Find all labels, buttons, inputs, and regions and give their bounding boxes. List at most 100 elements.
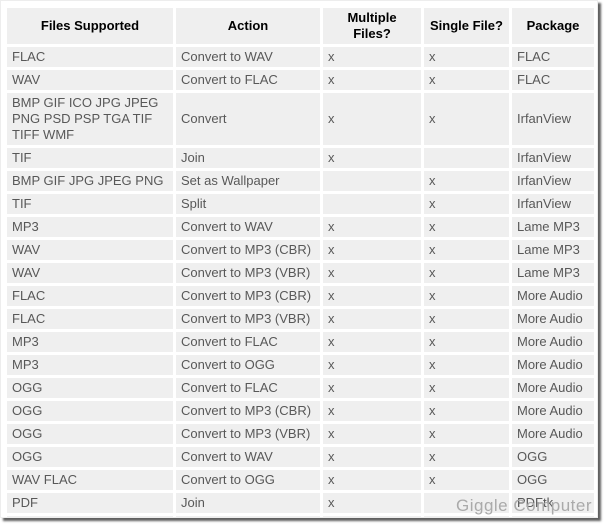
cell-multiple: x (323, 470, 421, 490)
table-row: FLAC Convert to WAV x x FLAC (7, 47, 594, 67)
cell-multiple: x (323, 332, 421, 352)
cell-multiple (323, 194, 421, 214)
cell-package: More Audio (512, 309, 594, 329)
cell-multiple: x (323, 447, 421, 467)
cell-action: Convert to MP3 (VBR) (176, 309, 320, 329)
table-row: BMP GIF ICO JPG JPEG PNG PSD PSP TGA TIF… (7, 93, 594, 145)
cell-multiple: x (323, 217, 421, 237)
cell-package: OGG (512, 447, 594, 467)
cell-multiple: x (323, 286, 421, 306)
cell-files: MP3 (7, 332, 173, 352)
table-row: BMP GIF JPG JPEG PNG Set as Wallpaper x Irf… (7, 171, 594, 191)
cell-multiple: x (323, 355, 421, 375)
cell-single (424, 148, 509, 168)
column-header-single: Single File? (424, 8, 509, 44)
cell-single: x (424, 240, 509, 260)
header-row: Files Supported Action Multiple Files? Sing… (7, 8, 594, 44)
cell-files: BMP GIF ICO JPG JPEG PNG PSD PSP TGA TIF… (7, 93, 173, 145)
cell-single: x (424, 286, 509, 306)
cell-single: x (424, 47, 509, 67)
cell-files: FLAC (7, 286, 173, 306)
table-row: OGG Convert to WAV x x OGG (7, 447, 594, 467)
cell-single: x (424, 217, 509, 237)
cell-package: Lame MP3 (512, 263, 594, 283)
cell-action: Join (176, 493, 320, 513)
cell-package: Lame MP3 (512, 240, 594, 260)
table-row: PDF Join x PDFtk (7, 493, 594, 513)
cell-single: x (424, 447, 509, 467)
screenshot-frame: Files Supported Action Multiple Files? Sing… (0, 0, 598, 518)
cell-files: OGG (7, 447, 173, 467)
column-header-package: Package (512, 8, 594, 44)
cell-package: IrfanView (512, 148, 594, 168)
cell-files: OGG (7, 401, 173, 421)
table-row: MP3 Convert to WAV x x Lame MP3 (7, 217, 594, 237)
cell-multiple: x (323, 378, 421, 398)
cell-action: Convert to FLAC (176, 332, 320, 352)
cell-action: Convert to MP3 (CBR) (176, 240, 320, 260)
cell-multiple: x (323, 493, 421, 513)
cell-action: Convert to FLAC (176, 70, 320, 90)
cell-package: FLAC (512, 47, 594, 67)
cell-action: Convert to WAV (176, 447, 320, 467)
cell-action: Split (176, 194, 320, 214)
cell-action: Join (176, 148, 320, 168)
cell-multiple (323, 516, 421, 517)
cell-files: PDF (7, 493, 173, 513)
cell-files: FLAC (7, 47, 173, 67)
cell-single: x (424, 424, 509, 444)
cell-multiple: x (323, 309, 421, 329)
cell-files: MP3 (7, 355, 173, 375)
cell-action: Convert to MP3 (CBR) (176, 401, 320, 421)
cell-multiple: x (323, 93, 421, 145)
cell-single: x (424, 470, 509, 490)
cell-package: OGG (512, 470, 594, 490)
cell-action: Convert to WAV (176, 217, 320, 237)
cell-package: IrfanView (512, 194, 594, 214)
cell-package: More Audio (512, 286, 594, 306)
cell-files: WAV (7, 263, 173, 283)
cell-multiple: x (323, 70, 421, 90)
cell-package: IrfanView (512, 93, 594, 145)
table-row: OGG Convert to MP3 (VBR) x x More Audio (7, 424, 594, 444)
cell-action: Convert to FLAC (176, 378, 320, 398)
cell-package: More Audio (512, 332, 594, 352)
cell-action: Split (176, 516, 320, 517)
table-row: MP3 Convert to OGG x x More Audio (7, 355, 594, 375)
cell-files: FLAC (7, 309, 173, 329)
cell-files: TIF (7, 194, 173, 214)
table-row: FLAC Convert to MP3 (CBR) x x More Audio (7, 286, 594, 306)
cell-package: Lame MP3 (512, 217, 594, 237)
cell-multiple: x (323, 424, 421, 444)
cell-package: FLAC (512, 70, 594, 90)
cell-single: x (424, 70, 509, 90)
cell-files: BMP GIF JPG JPEG PNG (7, 171, 173, 191)
column-header-multiple: Multiple Files? (323, 8, 421, 44)
cell-action: Convert to MP3 (VBR) (176, 263, 320, 283)
cell-single: x (424, 332, 509, 352)
cell-multiple (323, 171, 421, 191)
table-row: WAV Convert to MP3 (VBR) x x Lame MP3 (7, 263, 594, 283)
cell-package: More Audio (512, 424, 594, 444)
table-row: WAV FLAC Convert to OGG x x OGG (7, 470, 594, 490)
table-row: TIF Join x IrfanView (7, 148, 594, 168)
table-row: MP3 Convert to FLAC x x More Audio (7, 332, 594, 352)
cell-single: x (424, 378, 509, 398)
cell-files: PDF (7, 516, 173, 517)
cell-single: x (424, 263, 509, 283)
cell-files: WAV (7, 70, 173, 90)
cell-single: x (424, 171, 509, 191)
cell-action: Convert to MP3 (VBR) (176, 424, 320, 444)
cell-single: x (424, 516, 509, 517)
cell-files: WAV (7, 240, 173, 260)
cell-multiple: x (323, 240, 421, 260)
cell-files: OGG (7, 378, 173, 398)
cell-package: PDFtk (512, 493, 594, 513)
table-row: OGG Convert to MP3 (CBR) x x More Audio (7, 401, 594, 421)
cell-package: More Audio (512, 378, 594, 398)
cell-files: OGG (7, 424, 173, 444)
cell-action: Convert to WAV (176, 47, 320, 67)
cell-action: Convert to OGG (176, 470, 320, 490)
cell-action: Set as Wallpaper (176, 171, 320, 191)
